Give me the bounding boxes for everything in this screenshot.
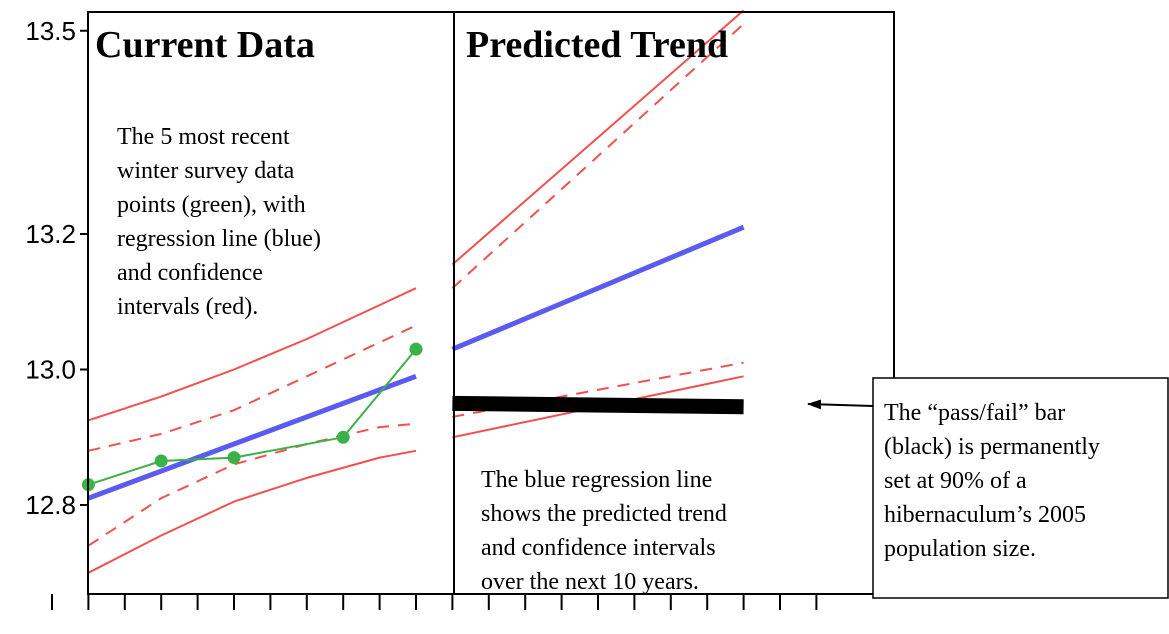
annotation-predicted: The blue regression line shows the predi… <box>481 467 727 595</box>
y-tick-label: 13.2 <box>25 219 76 249</box>
panel-title-predicted: Predicted Trend <box>466 24 728 66</box>
series-pass-fail-bar <box>452 395 744 415</box>
survey-data-point <box>227 451 241 465</box>
current-note-line: and confidence <box>117 260 263 286</box>
series-red-dash-upper-predicted <box>451 23 745 289</box>
predicted-note-line: and confidence intervals <box>481 535 716 561</box>
passfail-note-box <box>872 377 1169 599</box>
passfail-note-line: The “pass/fail” bar <box>884 400 1065 426</box>
y-tick-label: 13.5 <box>25 16 76 46</box>
series-blue-predicted <box>451 224 745 352</box>
x-axis <box>51 594 818 610</box>
passfail-note-line: set at 90% of a <box>884 468 1027 494</box>
predicted-note-line: over the next 10 years. <box>481 569 699 595</box>
series-red-upper <box>88 287 417 422</box>
plot-frame <box>87 11 895 595</box>
series-red-upper-predicted <box>451 9 745 266</box>
predicted-note-line: The blue regression line <box>481 467 712 493</box>
series-blue <box>87 373 417 501</box>
y-tick-label: 13.0 <box>25 355 76 385</box>
passfail-note-line: (black) is permanently <box>884 434 1100 460</box>
current-note-line: regression line (blue) <box>117 226 321 252</box>
series-layer <box>87 9 745 574</box>
predicted-note-line: shows the predicted trend <box>481 501 727 527</box>
survey-data-point <box>409 342 423 356</box>
series-red-dash-lower <box>87 422 417 547</box>
annotation-current: The 5 most recent winter survey data poi… <box>117 124 321 320</box>
passfail-note-line: hibernaculum’s 2005 <box>884 502 1086 528</box>
y-tick-label: 12.8 <box>25 490 76 520</box>
y-axis: 12.8 13.0 13.2 13.5 <box>25 16 88 520</box>
annotation-passfail: The “pass/fail” bar (black) is permanent… <box>807 377 1169 599</box>
series-red-dash-upper <box>88 324 417 452</box>
current-note-line: intervals (red). <box>117 294 258 320</box>
current-note-line: The 5 most recent <box>117 124 290 150</box>
series-green <box>88 348 417 486</box>
panel-title-current: Current Data <box>95 24 315 66</box>
passfail-note-line: population size. <box>884 536 1036 562</box>
series-red-lower <box>87 449 417 574</box>
data-points <box>81 342 423 492</box>
survey-data-point <box>154 454 168 468</box>
survey-data-point <box>336 430 350 444</box>
passfail-arrow <box>807 399 874 410</box>
current-note-line: points (green), with <box>117 192 306 218</box>
current-note-line: winter survey data <box>117 158 295 184</box>
